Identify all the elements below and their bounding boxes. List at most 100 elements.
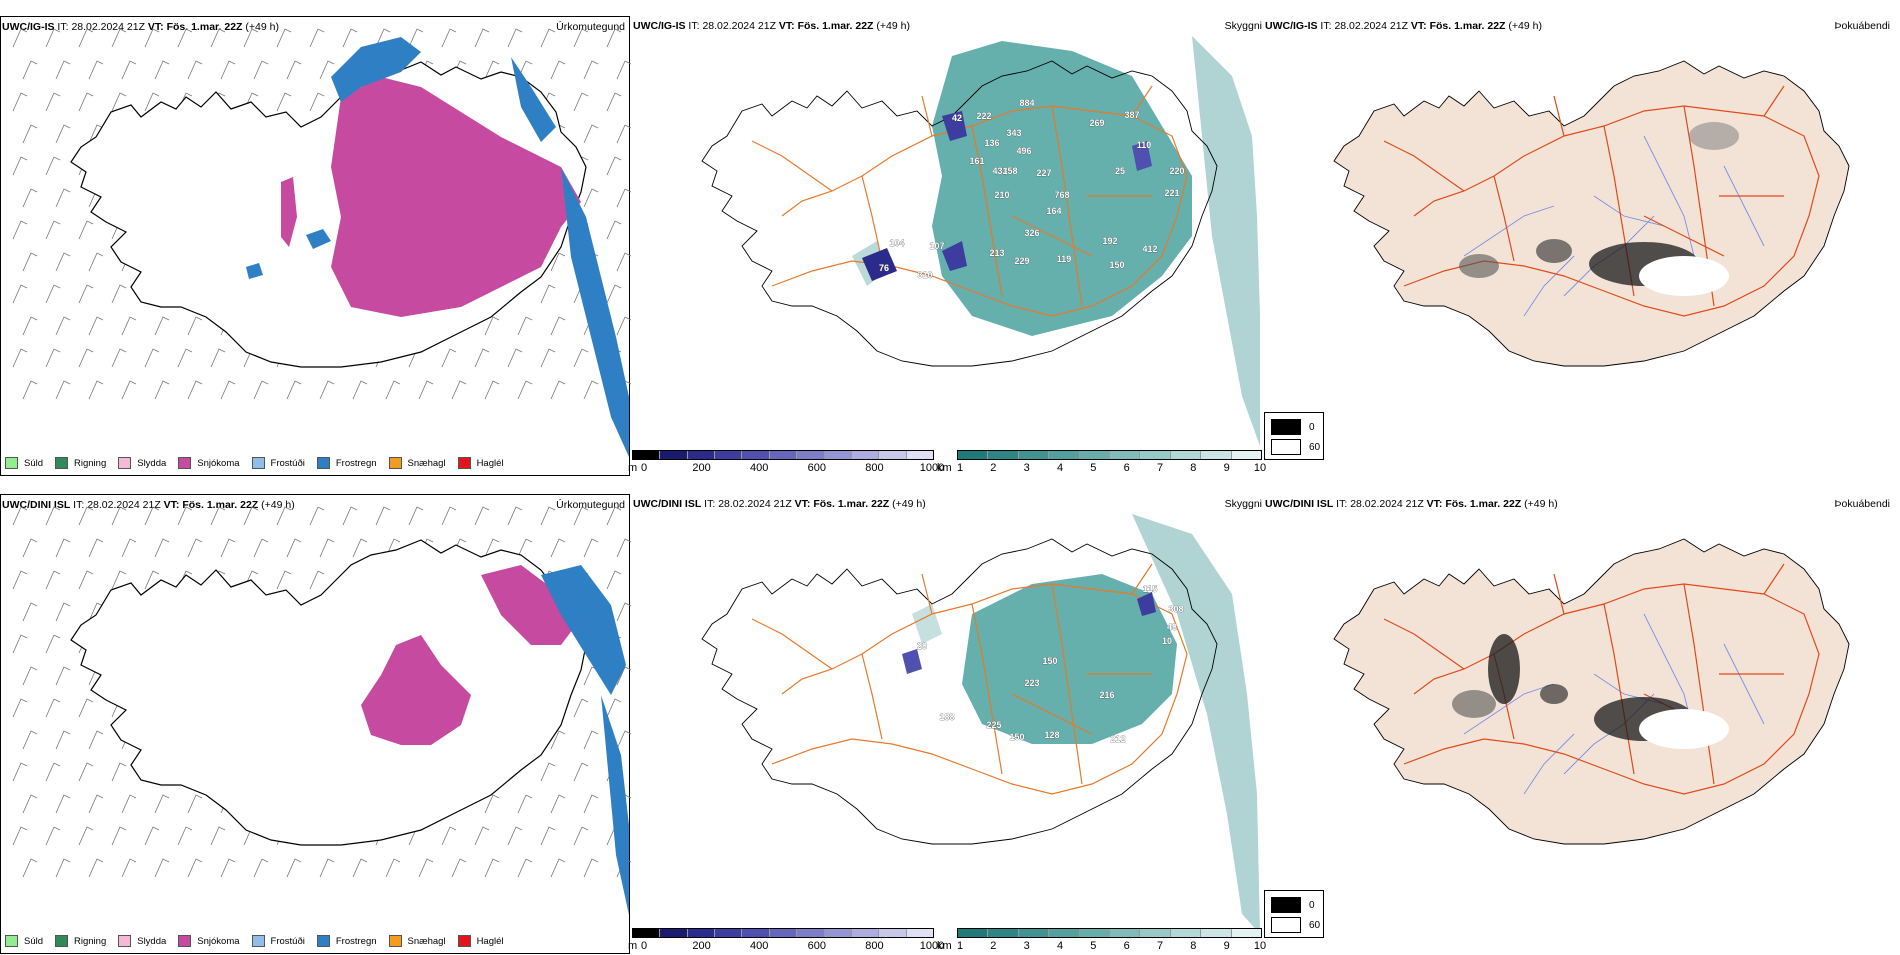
panel-title: Úrkomutegund: [556, 499, 625, 511]
legend-swatch: [118, 457, 132, 469]
wind-barb: [78, 92, 94, 112]
wind-barb: [177, 28, 193, 48]
colorbar-tick: 600: [807, 940, 826, 952]
wind-barb: [606, 506, 622, 526]
wind-barb: [45, 156, 61, 176]
colorbar-step: [797, 451, 825, 459]
wind-barb: [583, 380, 599, 400]
freezing-rain-area: [511, 57, 556, 142]
wind-barb: [111, 92, 127, 112]
wind-barb: [55, 794, 71, 814]
colorbar-tick: 3: [1023, 462, 1030, 474]
legend-swatch: [457, 457, 471, 469]
wind-barb: [606, 156, 622, 176]
wind-barb: [22, 794, 38, 814]
fog-panel-top: UWC/IG-IS IT: 28.02.2024 21Z VT: Fös. 1.…: [1264, 16, 1894, 476]
colorbar-step: [958, 451, 989, 459]
legend-item: Frostregn: [316, 457, 377, 469]
fog-panel-bottom: UWC/DINI ISL IT: 28.02.2024 21Z VT: Fös.…: [1264, 494, 1894, 954]
wind-barb: [78, 284, 94, 304]
wind-barb: [540, 284, 556, 304]
wind-barb: [243, 28, 259, 48]
colorbar-step: [742, 929, 770, 937]
colorbar-step: [906, 929, 933, 937]
wind-barb: [408, 506, 424, 526]
wind-barb: [12, 634, 28, 654]
wind-barb: [484, 316, 500, 336]
precip-map: [12, 28, 631, 457]
cloud-base-label: 343: [1006, 128, 1021, 138]
colorbar-step: [715, 451, 743, 459]
legend-item: Frostúði: [251, 457, 305, 469]
colorbar-tick: 600: [807, 462, 826, 474]
colorbar-tick: 9: [1223, 940, 1230, 952]
colorbar-unit: km: [937, 940, 952, 952]
cloud-base-label: 433: [992, 166, 1007, 176]
wind-barb: [616, 252, 631, 272]
legend-item: Snjókoma: [178, 935, 240, 947]
wind-barb: [253, 60, 269, 80]
legend-swatch: [55, 935, 69, 947]
wind-barb: [507, 348, 523, 368]
wind-barb: [540, 762, 556, 782]
legend-label: Súld: [24, 935, 44, 947]
cloud-base-label: 76: [879, 263, 889, 273]
legend-swatch: [388, 935, 402, 947]
colorbar-step: [1049, 451, 1080, 459]
cloud-base-label: 150: [1009, 732, 1024, 742]
wind-barb: [55, 730, 71, 750]
cloud-base-label: 884: [1019, 98, 1034, 108]
fog-patch: [1488, 634, 1520, 704]
legend-label: Frostúði: [270, 935, 305, 947]
wind-barb: [616, 316, 631, 336]
iceland-land: [1333, 538, 1850, 845]
legend-label: Snjókoma: [197, 935, 240, 947]
colorbar-step: [1018, 929, 1050, 937]
cloud-base-label: 768: [1054, 190, 1069, 200]
cloud-base-label: 104: [889, 238, 904, 248]
wind-barb: [210, 28, 226, 48]
wind-barb: [45, 28, 61, 48]
cloud-base-label: 326: [1024, 228, 1039, 238]
wind-barb: [484, 538, 500, 558]
colorbar-tick: 2: [990, 940, 997, 952]
fog-map: [1333, 60, 1850, 367]
wind-barb: [616, 124, 631, 144]
wind-barb: [507, 506, 523, 526]
wind-barb: [45, 634, 61, 654]
cloud-base-label: 225: [986, 720, 1001, 730]
colorbar-step: [1201, 451, 1232, 459]
wind-barb: [121, 538, 137, 558]
wind-barb: [55, 538, 71, 558]
legend-item: Slydda: [118, 935, 166, 947]
wind-barb: [573, 28, 589, 48]
colorbar-tick: 1: [956, 462, 964, 474]
cloud-base-label: 269: [1089, 118, 1104, 128]
fog-legend-value: 60: [1309, 919, 1321, 931]
colorbar-tick: 0: [640, 462, 648, 474]
colorbar-step: [824, 451, 852, 459]
legend-label: Frostregn: [335, 935, 377, 947]
legend-item: Frostregn: [316, 935, 377, 947]
wind-barb: [88, 316, 104, 336]
wind-barb: [22, 188, 38, 208]
fog-patch: [1689, 122, 1739, 150]
wind-barb: [606, 28, 622, 48]
road-network: [751, 563, 1188, 795]
colorbar-step: [769, 451, 798, 459]
colorbar-tick: 800: [865, 462, 884, 474]
cloud-base-colorbar: [632, 928, 934, 938]
panel-title: Þokuábendi: [1834, 498, 1890, 510]
wind-barb: [144, 506, 160, 526]
panel-title: Þokuábendi: [1834, 20, 1890, 32]
legend-swatch: [55, 457, 69, 469]
wind-barb: [111, 28, 127, 48]
freezing-rain-area: [246, 263, 263, 279]
fog-legend-row: 60: [1271, 917, 1320, 933]
wind-barb: [22, 858, 38, 878]
wind-barb: [484, 858, 500, 878]
wind-barb: [408, 28, 424, 48]
fog-legend-swatch: [1271, 897, 1301, 913]
